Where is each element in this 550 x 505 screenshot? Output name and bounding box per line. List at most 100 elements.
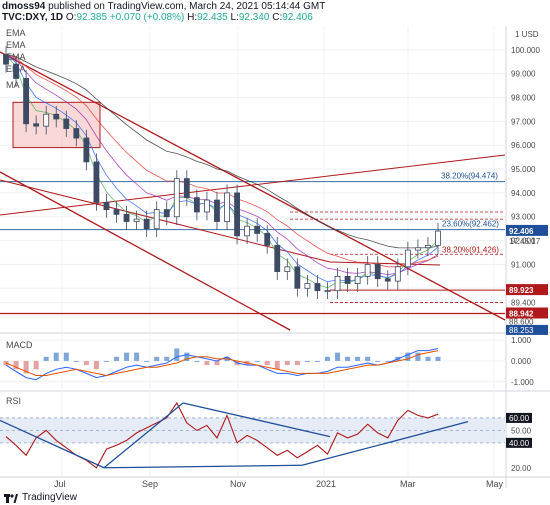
support-price-label-bg xyxy=(506,307,548,319)
rsi-title: RSI xyxy=(6,396,21,406)
macd-histogram-bar xyxy=(254,360,260,362)
currency-label: 1 USD xyxy=(515,30,539,39)
candle-body xyxy=(123,213,130,222)
macd-tick-label: 0.000 xyxy=(511,357,532,366)
price-tick-label: 91.000 xyxy=(511,260,536,269)
indicator-label-ema-2[interactable]: EMA xyxy=(6,40,26,50)
price-tick-label: 88.600 xyxy=(509,318,534,327)
publish-info: dmoss94 published on TradingView.com, Ma… xyxy=(2,1,325,12)
candle-body xyxy=(264,233,271,246)
fib-label: 38.20%(91.426) xyxy=(442,245,499,254)
macd-histogram-bar xyxy=(425,356,431,361)
rsi-trend-line xyxy=(0,419,105,469)
macd-histogram-bar xyxy=(294,360,300,366)
candle-body xyxy=(113,209,120,215)
low-price-label: 88.253 xyxy=(509,326,534,335)
macd-histogram-bar xyxy=(405,352,411,361)
candle-body xyxy=(214,199,220,222)
change-value: +0.070 (+0.08%) xyxy=(109,12,185,23)
macd-histogram-bar xyxy=(375,360,381,362)
candle-body xyxy=(354,275,361,284)
candle-body xyxy=(284,266,291,272)
candle-body xyxy=(374,264,381,280)
macd-histogram-bar xyxy=(13,360,19,370)
rsi-trend-line xyxy=(182,402,331,438)
candle-body xyxy=(394,266,401,282)
x-axis-label: Jul xyxy=(54,479,66,489)
price-tick-label: 93.000 xyxy=(511,213,536,222)
candle-body xyxy=(274,244,281,272)
candle-body xyxy=(364,264,371,277)
indicator-label-ema-1[interactable]: EMA xyxy=(6,28,26,38)
macd-histogram-bar xyxy=(415,352,421,361)
current-price-label: 92.406 xyxy=(509,227,534,236)
price-tick-label: 89.400 xyxy=(511,299,536,308)
candle-body xyxy=(425,244,431,249)
candle-body xyxy=(43,113,50,127)
candle-body xyxy=(314,283,321,292)
candle-body xyxy=(173,178,180,218)
x-axis-label: Mar xyxy=(400,479,416,489)
moving-average-line xyxy=(5,54,439,268)
author-name[interactable]: dmoss94 xyxy=(2,1,46,12)
candle-body xyxy=(33,123,40,127)
high-label: H: xyxy=(187,12,198,23)
rsi-tick-label: 20.00 xyxy=(511,464,532,473)
candle-body xyxy=(193,197,200,213)
candle-body xyxy=(143,218,150,230)
macd-histogram-bar xyxy=(154,356,160,361)
ascending-trend-line xyxy=(0,154,506,216)
candle-body xyxy=(204,199,210,213)
rsi-tick-bg xyxy=(506,437,532,448)
candle-body xyxy=(435,230,441,246)
support-price-label-bg xyxy=(506,284,548,296)
candle-body xyxy=(63,118,70,129)
macd-histogram-bar xyxy=(124,352,130,361)
candle-body xyxy=(163,209,170,218)
x-axis-label: 2021 xyxy=(316,479,336,489)
channel-lower-line xyxy=(0,171,291,331)
candle-body xyxy=(344,275,351,284)
macd-histogram-bar xyxy=(335,352,341,361)
macd-histogram-bar xyxy=(53,352,59,361)
close-label: C: xyxy=(272,12,283,23)
macd-histogram-bar xyxy=(174,348,180,361)
macd-histogram-bar xyxy=(103,360,109,362)
macd-histogram-bar xyxy=(144,360,150,362)
moving-average-line xyxy=(5,54,439,249)
candle-body xyxy=(224,192,230,222)
signal-line xyxy=(5,350,439,377)
tradingview-logo-icon xyxy=(4,493,18,503)
high-value: 92.435 xyxy=(197,12,228,23)
candle-body xyxy=(153,209,160,230)
candle-body xyxy=(183,178,190,199)
macd-histogram-bar xyxy=(284,360,290,366)
candle-body xyxy=(73,128,80,139)
macd-histogram-bar xyxy=(93,360,99,370)
candle-body xyxy=(294,266,301,289)
rsi-trend-line xyxy=(103,402,184,469)
channel-upper-line xyxy=(0,51,506,321)
macd-histogram-bar xyxy=(204,360,210,366)
symbol-label[interactable]: TVC:DXY, 1D xyxy=(2,12,64,23)
footer-brand[interactable]: TradingView xyxy=(22,492,78,503)
rsi-tick-label: 60.00 xyxy=(509,414,530,423)
fib-label: 38.20%(94.474) xyxy=(441,172,498,181)
indicator-label-ma[interactable]: MA xyxy=(6,80,20,90)
macd-histogram-bar xyxy=(385,360,391,362)
candle-body xyxy=(23,78,29,125)
macd-histogram-bar xyxy=(355,356,361,361)
macd-histogram-bar xyxy=(23,360,29,374)
low-price-label-bg xyxy=(506,324,548,335)
current-price-label-bg xyxy=(506,224,548,236)
price-tick-label: 98.000 xyxy=(511,94,536,103)
price-tick-label: 99.000 xyxy=(511,70,536,79)
rsi-tick-bg xyxy=(506,412,532,423)
macd-histogram-bar xyxy=(134,352,140,361)
candle-body xyxy=(133,218,140,222)
candle-body xyxy=(324,290,331,293)
open-label: O: xyxy=(65,12,77,23)
trend-line xyxy=(329,261,441,266)
footer: TradingView xyxy=(4,492,77,503)
